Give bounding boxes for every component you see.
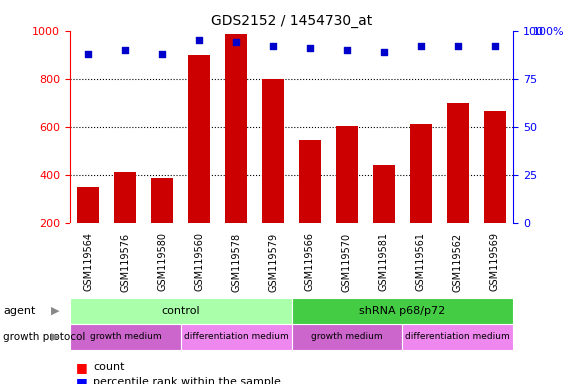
Point	[305, 45, 315, 51]
Point	[379, 49, 388, 55]
Bar	[483, 111, 505, 223]
Y-axis label: 100%: 100%	[533, 27, 564, 37]
Text: growth medium: growth medium	[90, 332, 161, 341]
Point	[121, 47, 130, 53]
Bar	[114, 172, 136, 223]
Bar	[181, 324, 292, 350]
Text: growth protocol: growth protocol	[3, 332, 85, 342]
Point	[268, 43, 278, 49]
Bar	[188, 55, 210, 223]
Point	[195, 37, 204, 43]
Point	[490, 43, 499, 49]
Bar	[70, 324, 181, 350]
Point	[84, 51, 93, 57]
Point	[231, 39, 241, 45]
Bar	[402, 324, 513, 350]
Bar	[292, 298, 513, 324]
Point	[342, 47, 352, 53]
Bar	[447, 103, 469, 223]
Title: GDS2152 / 1454730_at: GDS2152 / 1454730_at	[211, 14, 372, 28]
Text: ■: ■	[76, 361, 87, 374]
Bar	[336, 126, 358, 223]
Text: count: count	[93, 362, 125, 372]
Text: agent: agent	[3, 306, 36, 316]
Bar	[410, 124, 432, 223]
Text: percentile rank within the sample: percentile rank within the sample	[93, 377, 281, 384]
Text: ▶: ▶	[51, 306, 60, 316]
Text: control: control	[161, 306, 200, 316]
Bar	[262, 79, 284, 223]
Bar	[299, 140, 321, 223]
Text: ▶: ▶	[51, 332, 60, 342]
Bar	[151, 178, 173, 223]
Bar	[373, 165, 395, 223]
Bar	[78, 187, 100, 223]
Text: growth medium: growth medium	[311, 332, 382, 341]
Bar	[225, 34, 247, 223]
Bar	[292, 324, 402, 350]
Text: ■: ■	[76, 376, 87, 384]
Point	[416, 43, 426, 49]
Text: differentiation medium: differentiation medium	[184, 332, 289, 341]
Text: shRNA p68/p72: shRNA p68/p72	[359, 306, 445, 316]
Bar	[70, 298, 292, 324]
Point	[453, 43, 462, 49]
Text: differentiation medium: differentiation medium	[405, 332, 510, 341]
Point	[157, 51, 167, 57]
